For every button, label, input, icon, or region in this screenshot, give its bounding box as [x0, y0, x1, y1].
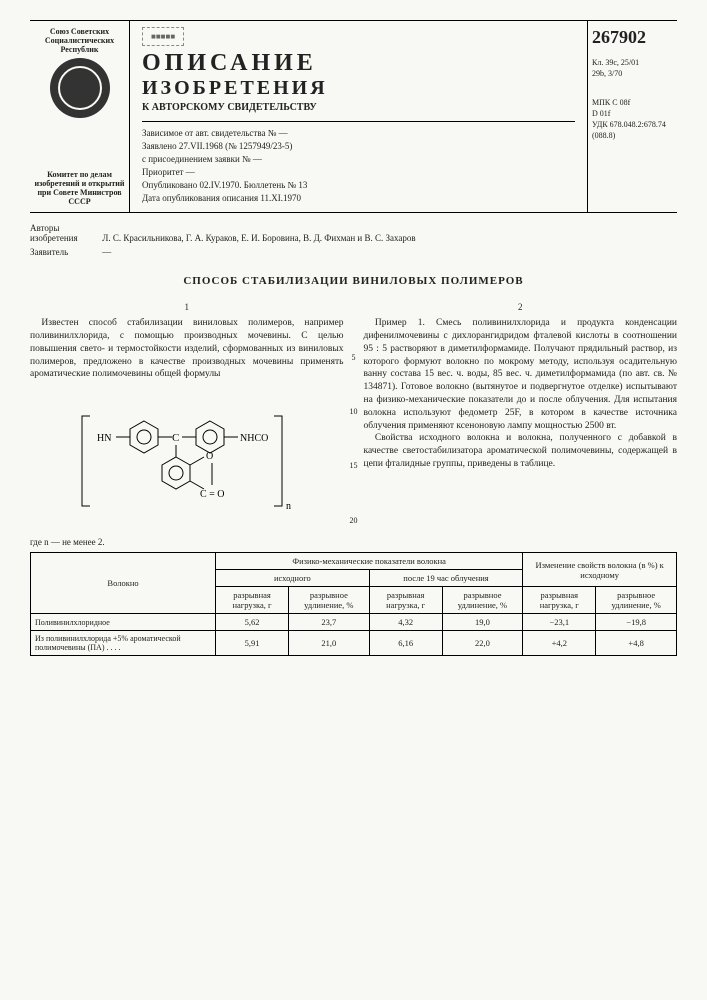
- issuer-line2: Социалистических: [34, 36, 125, 45]
- th-group2: Изменение свойств волокна (в %) к исходн…: [523, 553, 677, 587]
- formula-svg: HN C NHCO O C = O: [72, 391, 302, 521]
- col1-p1: Известен способ стабилизации виниловых п…: [30, 317, 344, 381]
- divider: [142, 121, 575, 122]
- title-line1: ОПИСАНИЕ: [142, 50, 575, 77]
- properties-table: Волокно Физико-механические показатели в…: [30, 552, 677, 656]
- cell: +4,2: [523, 631, 596, 656]
- table-row: Поливинилхлоридное 5,62 23,7 4,32 19,0 −…: [31, 614, 677, 631]
- cell: +4,8: [596, 631, 677, 656]
- pubdate-line: Дата опубликования описания 11.XI.1970: [142, 193, 575, 203]
- col2-num: 2: [364, 301, 678, 313]
- issuer-line3: Республик: [34, 45, 125, 54]
- th-load: разрывная нагрузка, г: [216, 587, 289, 614]
- column-1: 1 Известен способ стабилизации виниловых…: [30, 301, 344, 548]
- body-columns: 1 Известен способ стабилизации виниловых…: [30, 301, 677, 548]
- joined-line: с присоединением заявки № —: [142, 154, 575, 164]
- authors-names: Л. С. Красильникова, Г. А. Кураков, Е. И…: [102, 233, 415, 243]
- committee-line1: Комитет по делам: [34, 170, 125, 179]
- cell: −23,1: [523, 614, 596, 631]
- col2-p2: Свойства исходного волокна и волокна, по…: [364, 432, 678, 470]
- cell: 6,16: [369, 631, 442, 656]
- issuer-line1: Союз Советских: [34, 27, 125, 36]
- committee-line4: СССР: [34, 197, 125, 206]
- cell: 5,62: [216, 614, 289, 631]
- cell: −19,8: [596, 614, 677, 631]
- row-label: Поливинилхлоридное: [31, 614, 216, 631]
- cell: 5,91: [216, 631, 289, 656]
- cell: 21,0: [288, 631, 369, 656]
- committee-line3: при Совете Министров: [34, 188, 125, 197]
- page: Союз Советских Социалистических Республи…: [0, 0, 707, 1000]
- document-title: СПОСОБ СТАБИЛИЗАЦИИ ВИНИЛОВЫХ ПОЛИМЕРОВ: [30, 275, 677, 287]
- title-line2: ИЗОБРЕТЕНИЯ: [142, 77, 575, 100]
- formula-nhco: NHCO: [240, 433, 268, 444]
- filed-line: Заявлено 27.VII.1968 (№ 1257949/23-5): [142, 141, 575, 151]
- th-sub1: исходного: [216, 570, 370, 587]
- applicant-value: —: [102, 247, 111, 257]
- column-2: 2 Пример 1. Смесь поливинилхлорида и про…: [364, 301, 678, 548]
- class-1: Кл. 39c, 25/01: [592, 58, 673, 67]
- th-fiber: Волокно: [31, 553, 216, 614]
- header-left: Союз Советских Социалистических Республи…: [30, 21, 130, 212]
- udk-1: УДК 678.048.2:678.74: [592, 120, 673, 129]
- header-middle: ■■■■■ ОПИСАНИЕ ИЗОБРЕТЕНИЯ К АВТОРСКОМУ …: [138, 21, 579, 212]
- cell: 19,0: [442, 614, 523, 631]
- authors-row: Авторы изобретения Л. С. Красильникова, …: [30, 223, 677, 243]
- cell: 4,32: [369, 614, 442, 631]
- patent-number: 267902: [592, 27, 673, 48]
- priority-line: Приоритет —: [142, 167, 575, 177]
- header: Союз Советских Социалистических Республи…: [30, 20, 677, 213]
- formula-c: C: [172, 432, 179, 444]
- line-num: 20: [344, 516, 364, 527]
- formula-co: C = O: [200, 489, 225, 500]
- line-num: 5: [344, 353, 364, 364]
- state-emblem-icon: [50, 58, 110, 118]
- stamp-box: ■■■■■: [142, 27, 184, 46]
- th-load: разрывная нагрузка, г: [369, 587, 442, 614]
- udk-2: (088.8): [592, 131, 673, 140]
- applicant-row: Заявитель —: [30, 247, 677, 257]
- cell: 23,7: [288, 614, 369, 631]
- col1-num: 1: [30, 301, 344, 313]
- th-load: разрывная нагрузка, г: [523, 587, 596, 614]
- authors-label: Авторы изобретения: [30, 223, 100, 243]
- committee-line2: изобретений и открытий: [34, 179, 125, 188]
- subtitle: К АВТОРСКОМУ СВИДЕТЕЛЬСТВУ: [142, 102, 575, 113]
- th-group1: Физико-механические показатели волокна: [216, 553, 523, 570]
- applicant-label: Заявитель: [30, 247, 100, 257]
- mpk-2: D 01f: [592, 109, 673, 118]
- published-line: Опубликовано 02.IV.1970. Бюллетень № 13: [142, 180, 575, 190]
- th-sub2: после 19 час облучения: [369, 570, 523, 587]
- line-num: 10: [344, 407, 364, 418]
- row-label: Из поливинилхлорида +5% ароматической по…: [31, 631, 216, 656]
- th-elong: разрывное удлинение, %: [596, 587, 677, 614]
- formula-o1: O: [206, 451, 213, 462]
- chemical-formula: HN C NHCO O C = O: [30, 391, 344, 526]
- col2-p1: Пример 1. Смесь поливинилхлорида и проду…: [364, 317, 678, 432]
- th-elong: разрывное удлинение, %: [288, 587, 369, 614]
- cell: 22,0: [442, 631, 523, 656]
- formula-hn: HN: [97, 433, 111, 444]
- where-clause: где n — не менее 2.: [30, 536, 344, 548]
- line-number-gutter: 5 10 15 20: [344, 301, 364, 548]
- dependent-line: Зависимое от авт. свидетельства № —: [142, 128, 575, 138]
- mpk-1: МПК C 08f: [592, 98, 673, 107]
- th-elong: разрывное удлинение, %: [442, 587, 523, 614]
- class-2: 29b, 3/70: [592, 69, 673, 78]
- header-right: 267902 Кл. 39c, 25/01 29b, 3/70 МПК C 08…: [587, 21, 677, 212]
- formula-n: n: [286, 501, 291, 512]
- table-row: Из поливинилхлорида +5% ароматической по…: [31, 631, 677, 656]
- line-num: 15: [344, 461, 364, 472]
